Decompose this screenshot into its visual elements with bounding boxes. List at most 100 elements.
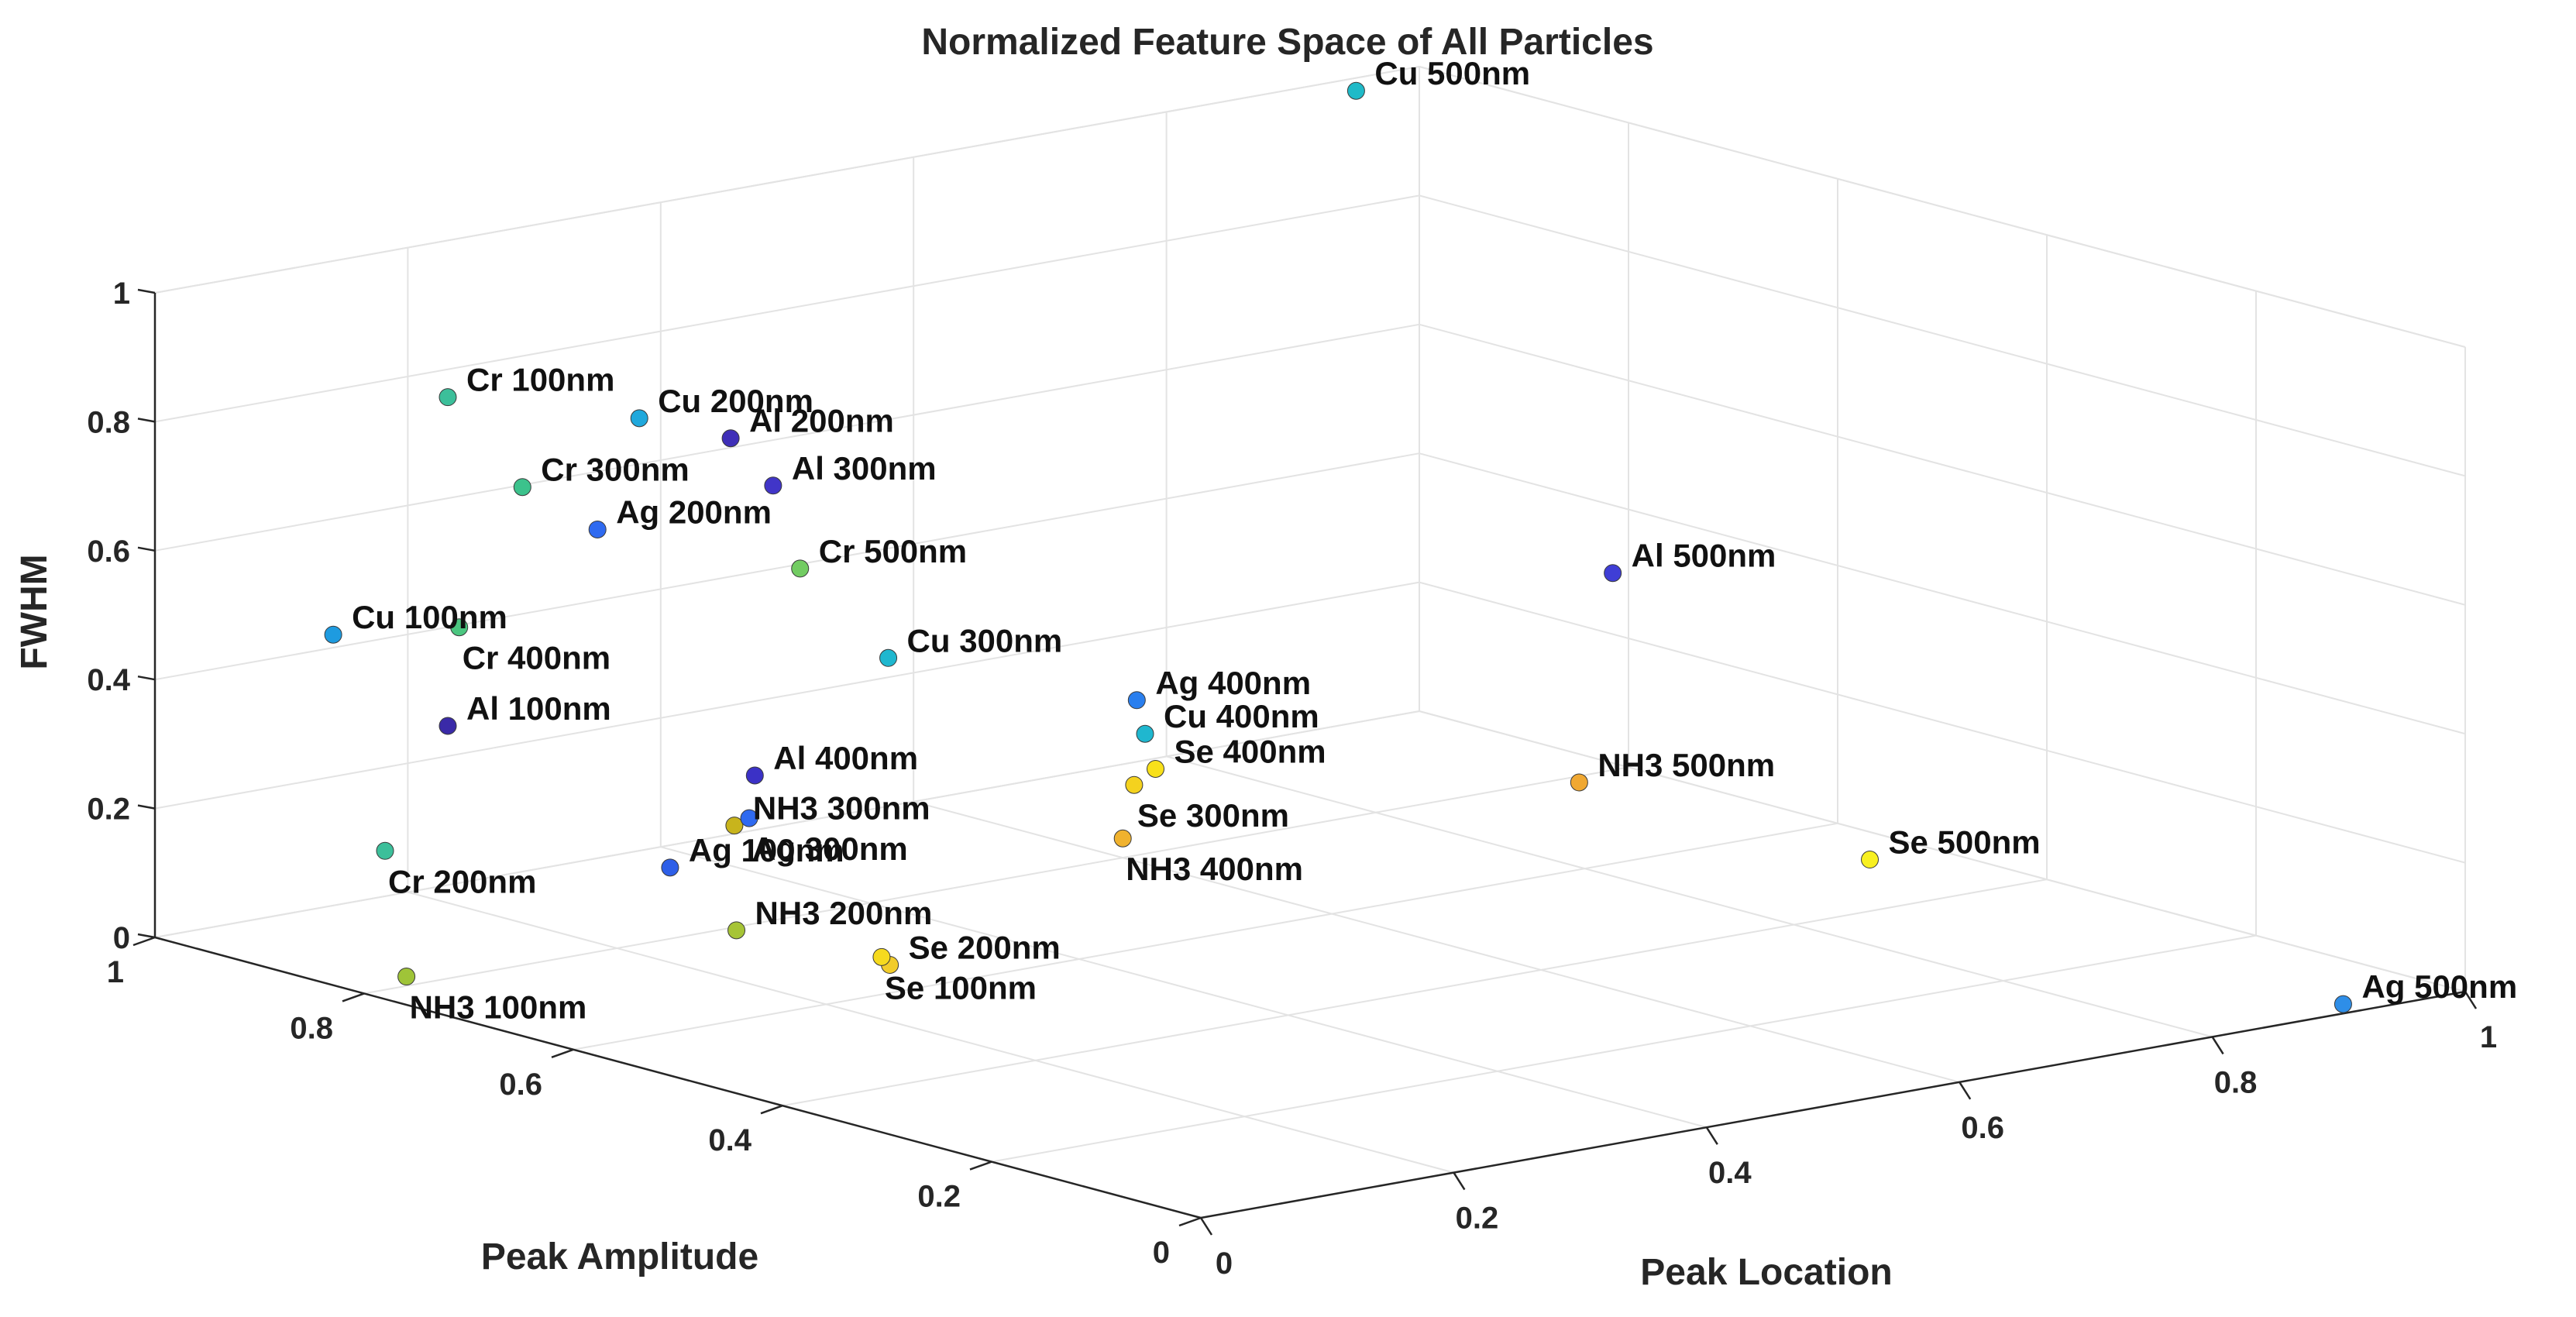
y-tick: [132, 936, 156, 947]
x-tick-label: 1: [2480, 1020, 2497, 1054]
point-label: Al 500nm: [1632, 538, 1776, 574]
data-point: [725, 817, 744, 835]
floor-grid-line: [573, 822, 1838, 1051]
point-label: Ag 500nm: [2361, 968, 2517, 1005]
y-tick: [969, 1161, 992, 1171]
floor-grid-line: [363, 766, 1629, 995]
data-point: [745, 766, 764, 785]
x-tick-label: 0.4: [1708, 1156, 1752, 1190]
data-point: [1604, 564, 1622, 583]
data-point: [439, 717, 457, 735]
y-axis-label: Peak Amplitude: [481, 1236, 758, 1277]
data-point: [630, 409, 648, 428]
z-tick: [137, 933, 156, 939]
box-edge: [154, 66, 1420, 294]
data-point: [376, 841, 394, 860]
z-tick: [137, 804, 156, 810]
tick-labels-layer: 0 0 0 0.2 0.2 0.2 0.4 0.4 0.4 0.6 0.6 0.6 0.8 0.8 0.8 1…: [87, 277, 2497, 1281]
y-tick-label: 0.2: [917, 1180, 961, 1214]
data-point: [740, 809, 758, 827]
point-label: Se 400nm: [1175, 733, 1326, 769]
data-point: [721, 429, 740, 448]
y-tick-label: 0: [1153, 1236, 1170, 1270]
point-label: Se 100nm: [885, 969, 1037, 1006]
back-wall-grid-line: [154, 452, 1420, 681]
chart-title: Normalized Feature Space of All Particle…: [921, 22, 1653, 63]
z-tick-label: 1: [113, 277, 130, 311]
x-tick: [2211, 1036, 2224, 1055]
floor-grid-line: [913, 800, 1960, 1083]
z-tick-label: 0.8: [87, 405, 130, 439]
point-label: Cr 200nm: [388, 863, 536, 899]
data-point: [727, 921, 746, 940]
point-label: Cu 100nm: [352, 599, 507, 635]
floor-grid-line: [782, 879, 2048, 1107]
data-point: [1136, 724, 1154, 743]
side-wall-grid-line: [1419, 581, 2466, 864]
y-axis-line: [154, 936, 1202, 1219]
point-label: Se 500nm: [1889, 824, 2041, 861]
data-point: [1570, 773, 1588, 792]
side-wall-grid-line: [1419, 194, 2466, 477]
data-point: [661, 858, 679, 877]
x-tick-label: 0: [1216, 1247, 1233, 1281]
data-point: [1147, 759, 1164, 778]
axes-layer: [132, 288, 2478, 1236]
data-point: [513, 478, 531, 497]
data-point: [2334, 995, 2352, 1013]
point-labels-layer: Cr 100nm Al 200nm Cr 300nm Cu 200nm Al 300nm…: [352, 55, 2517, 1025]
z-tick-label: 0.4: [87, 663, 130, 697]
x-tick-label: 0.6: [1961, 1111, 2004, 1145]
data-point: [324, 625, 342, 644]
z-tick-label: 0.2: [87, 793, 130, 827]
side-wall-grid-line: [1419, 323, 2466, 606]
point-label: NH3 100nm: [410, 989, 587, 1026]
point-label: NH3 300nm: [753, 790, 930, 827]
data-point: [439, 388, 457, 407]
data-point: [450, 618, 469, 637]
z-tick: [137, 546, 156, 552]
point-label: Cu 200nm: [658, 383, 813, 419]
x-tick-label: 0.2: [1456, 1202, 1499, 1236]
floor-grid-line: [154, 710, 1420, 938]
x-tick: [1453, 1171, 1466, 1191]
data-point: [1127, 691, 1146, 710]
point-label: Al 400nm: [773, 740, 918, 776]
data-point: [1861, 851, 1880, 869]
point-label: Cu 300nm: [907, 622, 1063, 658]
x-tick-label: 0.8: [2214, 1065, 2258, 1099]
point-label: Ag 300nm: [752, 830, 908, 867]
z-tick: [137, 675, 156, 681]
data-point: [1113, 829, 1132, 848]
x-axis-line: [1200, 990, 2466, 1219]
point-label: Cu 500nm: [1374, 55, 1530, 91]
point-label: Cu 400nm: [1164, 698, 1319, 734]
z-tick-label: 0.6: [87, 535, 130, 569]
x-axis-label: Peak Location: [1640, 1252, 1892, 1293]
box-edge: [1419, 66, 2466, 348]
x-tick: [1199, 1217, 1213, 1236]
floor-grid-line: [408, 891, 1454, 1174]
data-point: [397, 968, 416, 986]
point-label: Cr 500nm: [819, 533, 967, 569]
point-label: NH3 200nm: [755, 895, 933, 931]
floor-grid-line: [1166, 755, 2213, 1038]
x-tick: [2464, 991, 2478, 1009]
z-tick: [137, 418, 156, 423]
floor-grid-line: [1419, 710, 2466, 992]
y-tick-label: 0.6: [499, 1068, 542, 1102]
point-label: Al 300nm: [792, 450, 937, 487]
y-tick: [760, 1105, 783, 1115]
z-tick: [137, 288, 156, 294]
data-point: [879, 648, 898, 667]
point-label: NH3 400nm: [1126, 851, 1303, 887]
point-label: Cr 400nm: [463, 640, 610, 676]
point-label: Se 300nm: [1137, 797, 1289, 834]
x-tick: [1705, 1126, 1718, 1145]
point-label: Al 200nm: [749, 403, 894, 439]
z-tick-label: 0: [113, 921, 130, 955]
y-tick: [342, 992, 365, 1002]
data-point: [1125, 775, 1144, 794]
back-wall-grid-line: [154, 194, 1420, 423]
data-point: [1346, 81, 1365, 100]
